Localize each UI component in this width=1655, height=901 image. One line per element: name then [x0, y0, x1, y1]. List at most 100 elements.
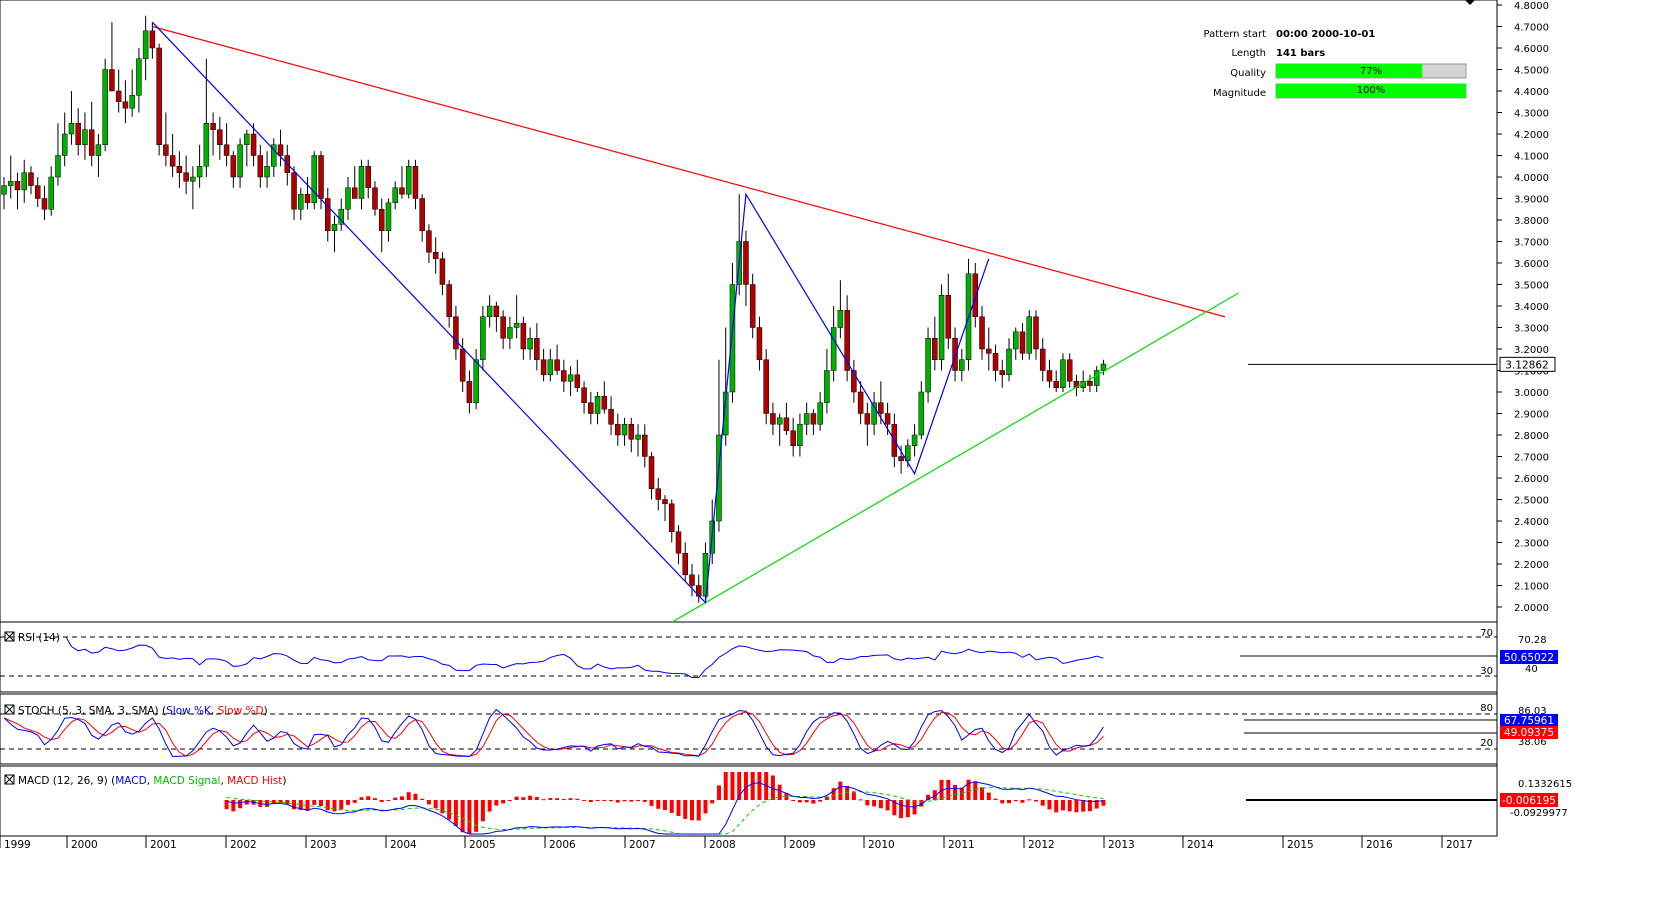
macd-hist-bar — [885, 800, 890, 811]
candle-body — [372, 187, 378, 210]
macd-hist-bar — [838, 781, 843, 800]
candle-body — [338, 209, 344, 225]
candle-body — [82, 129, 88, 145]
candle-body — [351, 187, 358, 199]
candle-body — [878, 402, 884, 414]
candle-body — [1019, 331, 1026, 354]
macd-hist-bar — [1074, 800, 1079, 813]
candle-body — [459, 348, 466, 382]
stoch-d-box — [1500, 726, 1558, 739]
candle-body — [1039, 348, 1046, 371]
macd-current-box — [1500, 793, 1558, 807]
candle-body — [304, 193, 311, 204]
candle-body — [797, 424, 803, 446]
candle-body — [412, 166, 419, 199]
candle-body — [473, 359, 479, 403]
stoch-panel — [0, 693, 1498, 765]
macd-hist-bar — [561, 799, 566, 801]
pattern-start-label: Pattern start — [1204, 29, 1267, 40]
macd-hist-bar — [548, 798, 553, 800]
candle-body — [992, 353, 999, 371]
rsi-panel — [0, 621, 1498, 693]
candle-body — [61, 133, 68, 156]
macd-hist-bar — [1060, 800, 1065, 811]
macd-hist-bar — [447, 800, 452, 820]
price-panel — [0, 0, 1498, 623]
magnitude-label: Magnitude — [1213, 88, 1266, 99]
candle-body — [905, 445, 911, 462]
macd-hist-bar — [683, 800, 688, 819]
candle-body — [190, 176, 196, 182]
candle-body — [68, 123, 75, 135]
macd-hist-bar — [1101, 800, 1106, 806]
macd-hist-bar — [831, 788, 836, 800]
candle-body — [331, 224, 338, 232]
candle-body — [574, 374, 581, 388]
price-tick-label: 4.2000 — [1514, 130, 1549, 141]
rsi-axis-high: 70.28 — [1518, 635, 1547, 646]
candle-body — [453, 316, 459, 350]
time-tick-label: 1999 — [4, 839, 31, 851]
candle-body — [844, 310, 850, 371]
candle-body — [567, 374, 574, 382]
macd-hist-bar — [1087, 800, 1092, 812]
candle-body — [857, 391, 864, 414]
macd-hist-bar — [636, 800, 641, 801]
macd-hist-bar — [777, 784, 782, 800]
time-tick-label: 2003 — [310, 839, 337, 851]
macd-hist-bar — [993, 798, 998, 800]
macd-hist-bar — [582, 800, 587, 801]
current-price-label: 3.12862 — [1505, 359, 1548, 371]
rsi-indicator: RSI (14) 70 30 70.28 40 50.65022 — [0, 628, 1558, 679]
macd-hist-bar — [534, 796, 539, 800]
macd-hist-bar — [818, 800, 823, 802]
candle-body — [217, 129, 223, 145]
candle-body — [149, 30, 156, 49]
time-tick-label: 2013 — [1108, 839, 1135, 851]
macd-hist-bar — [426, 800, 431, 805]
candle-body — [837, 310, 844, 328]
macd-hist-bar — [649, 800, 654, 806]
candle-body — [122, 101, 129, 109]
candle-body — [109, 69, 115, 92]
macd-hist-bar — [399, 796, 404, 800]
candle-body — [28, 172, 34, 186]
candle-body — [88, 129, 95, 156]
candle-body — [1013, 331, 1019, 350]
price-tick-label: 2.9000 — [1514, 410, 1549, 421]
macd-hist-bar — [872, 800, 877, 807]
macd-hist-bar — [312, 800, 317, 805]
candle-body — [311, 155, 318, 204]
candle-body — [142, 30, 149, 59]
macd-hist-bar — [514, 796, 519, 800]
macd-hist-bar — [420, 798, 425, 800]
rsi-level-low-label: 30 — [1480, 666, 1493, 677]
price-tick-label: 4.3000 — [1514, 109, 1549, 120]
macd-hist-bar — [642, 800, 647, 802]
candle-body — [952, 338, 958, 371]
candle-body — [851, 370, 857, 393]
macd-hist-bar — [1067, 800, 1072, 812]
candle-body — [176, 166, 183, 173]
scroll-marker-icon[interactable] — [1465, 0, 1475, 5]
candle-body — [392, 187, 398, 204]
macd-hist-bar — [393, 797, 398, 800]
candle-body — [770, 413, 776, 425]
price-tick-label: 3.8000 — [1514, 216, 1549, 227]
price-tick-label: 2.0000 — [1514, 603, 1549, 614]
macd-hist-bar — [433, 800, 438, 809]
macd-hist-bar — [986, 792, 991, 800]
time-tick-label: 2012 — [1028, 839, 1055, 851]
time-tick-label: 2007 — [629, 839, 656, 851]
candle-body — [972, 273, 979, 317]
macd-hist-bar — [238, 800, 243, 809]
macd-hist-bar — [1054, 800, 1059, 813]
candle-body — [507, 327, 513, 339]
candle-body — [115, 90, 122, 102]
candle-body — [763, 359, 769, 414]
macd-hist-bar — [656, 800, 661, 809]
macd-hist-bar — [278, 800, 283, 803]
macd-hist-bar — [723, 772, 728, 800]
magnitude-bar-fill — [1276, 84, 1466, 98]
